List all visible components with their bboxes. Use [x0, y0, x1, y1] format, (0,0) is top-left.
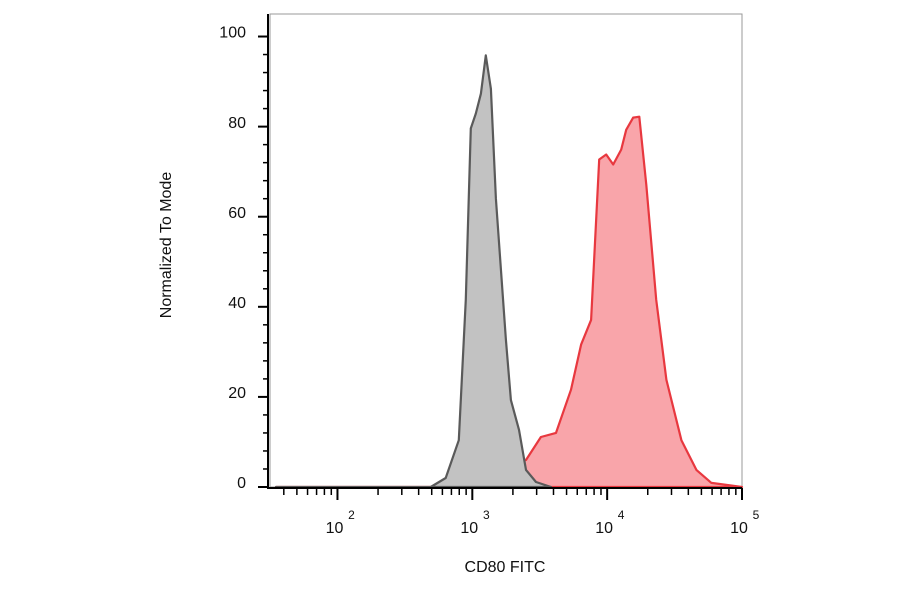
x-tick-label: 10	[460, 520, 478, 537]
x-axis-title: CD80 FITC	[465, 559, 546, 576]
plot-area	[274, 54, 744, 489]
x-tick-label: 10	[730, 520, 748, 537]
x-tick-label: 10	[326, 520, 344, 537]
y-tick-label: 100	[219, 25, 246, 42]
y-tick-label: 60	[228, 205, 246, 222]
histogram-area	[274, 54, 553, 489]
y-tick-label: 0	[237, 475, 246, 492]
x-tick-power: 5	[753, 508, 760, 522]
x-tick-power: 2	[348, 508, 355, 522]
y-axis-title: Normalized To Mode	[158, 172, 175, 319]
x-tick-power: 3	[483, 508, 490, 522]
y-tick-label: 40	[228, 295, 246, 312]
y-tick-label: 20	[228, 385, 246, 402]
x-tick-label: 10	[595, 520, 613, 537]
y-tick-label: 80	[228, 115, 246, 132]
x-tick-power: 4	[618, 508, 625, 522]
